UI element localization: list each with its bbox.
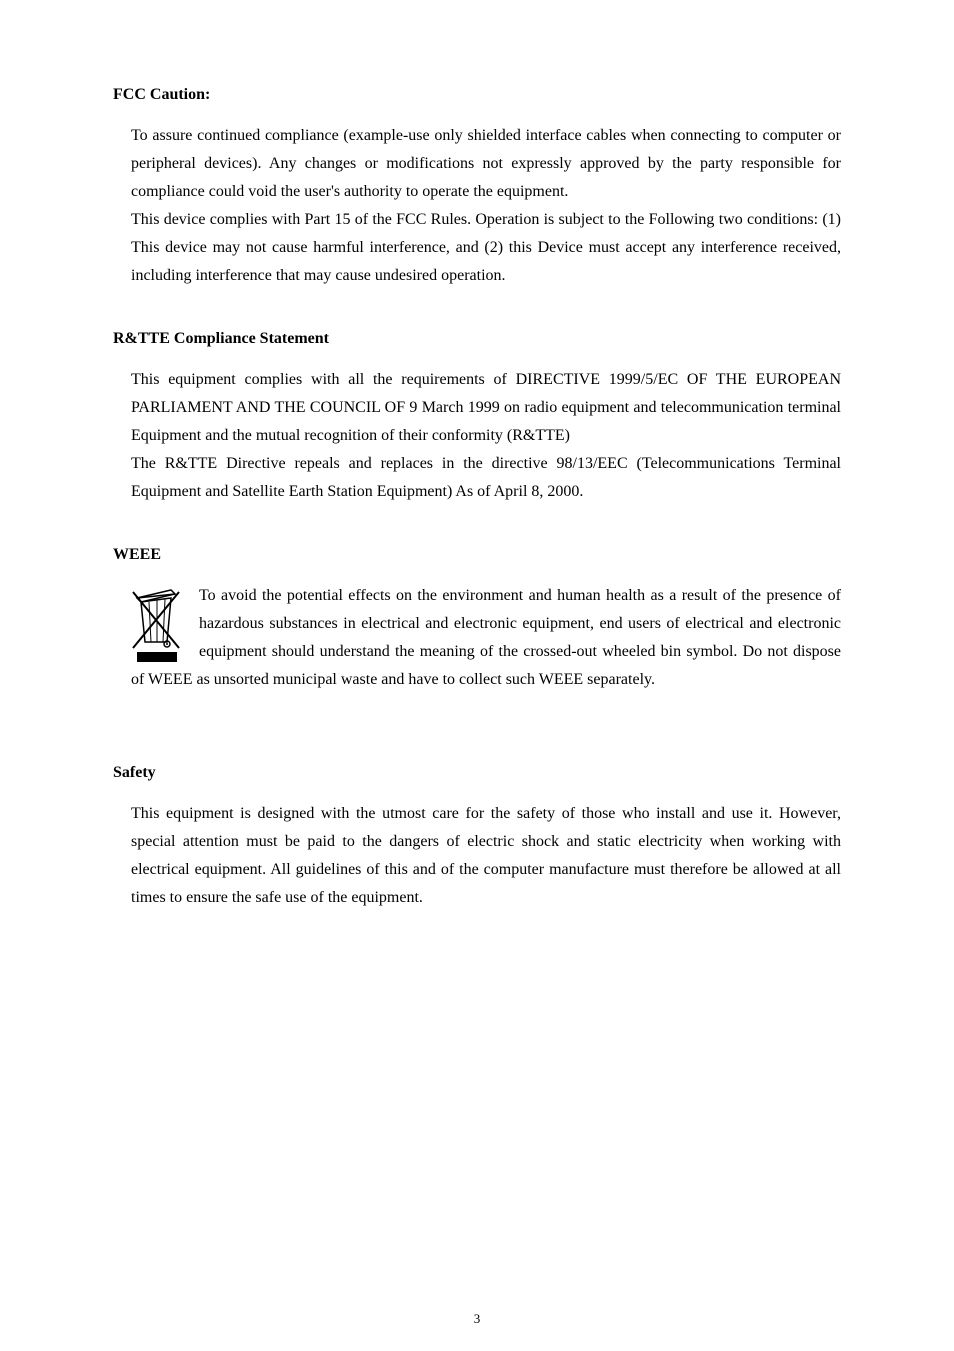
fcc-paragraph-1: To assure continued compliance (example-… — [131, 122, 841, 206]
rtte-heading: R&TTE Compliance Statement — [113, 330, 841, 348]
document-page: FCC Caution: To assure continued complia… — [0, 0, 954, 1351]
rtte-paragraph-1: This equipment complies with all the req… — [131, 366, 841, 450]
weee-bin-icon — [131, 586, 187, 666]
fcc-heading: FCC Caution: — [113, 86, 841, 104]
safety-heading: Safety — [113, 764, 841, 782]
weee-paragraph: To avoid the potential effects on the en… — [131, 582, 841, 694]
weee-heading: WEEE — [113, 546, 841, 564]
rtte-paragraph-2: The R&TTE Directive repeals and replaces… — [131, 450, 841, 506]
safety-paragraph: This equipment is designed with the utmo… — [131, 800, 841, 912]
page-number: 3 — [0, 1311, 954, 1327]
fcc-paragraph-2: This device complies with Part 15 of the… — [131, 206, 841, 290]
weee-block: To avoid the potential effects on the en… — [131, 582, 841, 694]
